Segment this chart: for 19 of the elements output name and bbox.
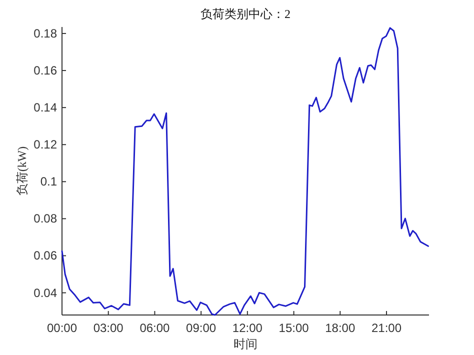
- x-tick-label: 03:00: [93, 321, 124, 335]
- y-axis-title: 负荷(kW): [15, 146, 29, 196]
- y-tick-label: 0.04: [34, 286, 58, 300]
- y-tick-label: 0.06: [34, 248, 58, 263]
- y-tick-label: 0.14: [34, 100, 58, 115]
- x-axis-title: 时间: [234, 337, 258, 351]
- y-tick-label: 0.12: [34, 138, 58, 152]
- y-tick-label: 0.08: [34, 212, 58, 226]
- x-tick-label: 09:00: [186, 321, 216, 335]
- chart-title: 负荷类别中心：2: [200, 7, 290, 21]
- y-tick-label: 0.1: [40, 174, 58, 189]
- x-tick-label: 18:00: [325, 321, 356, 335]
- x-tick-label: 00:00: [46, 321, 78, 335]
- y-tick-label: 0.18: [34, 26, 58, 40]
- x-tick-label: 15:00: [278, 321, 310, 335]
- y-tick-label: 0.16: [34, 64, 58, 78]
- x-tick-label: 12:00: [232, 321, 263, 335]
- x-tick-label: 21:00: [371, 321, 402, 335]
- x-tick-label: 06:00: [140, 321, 170, 335]
